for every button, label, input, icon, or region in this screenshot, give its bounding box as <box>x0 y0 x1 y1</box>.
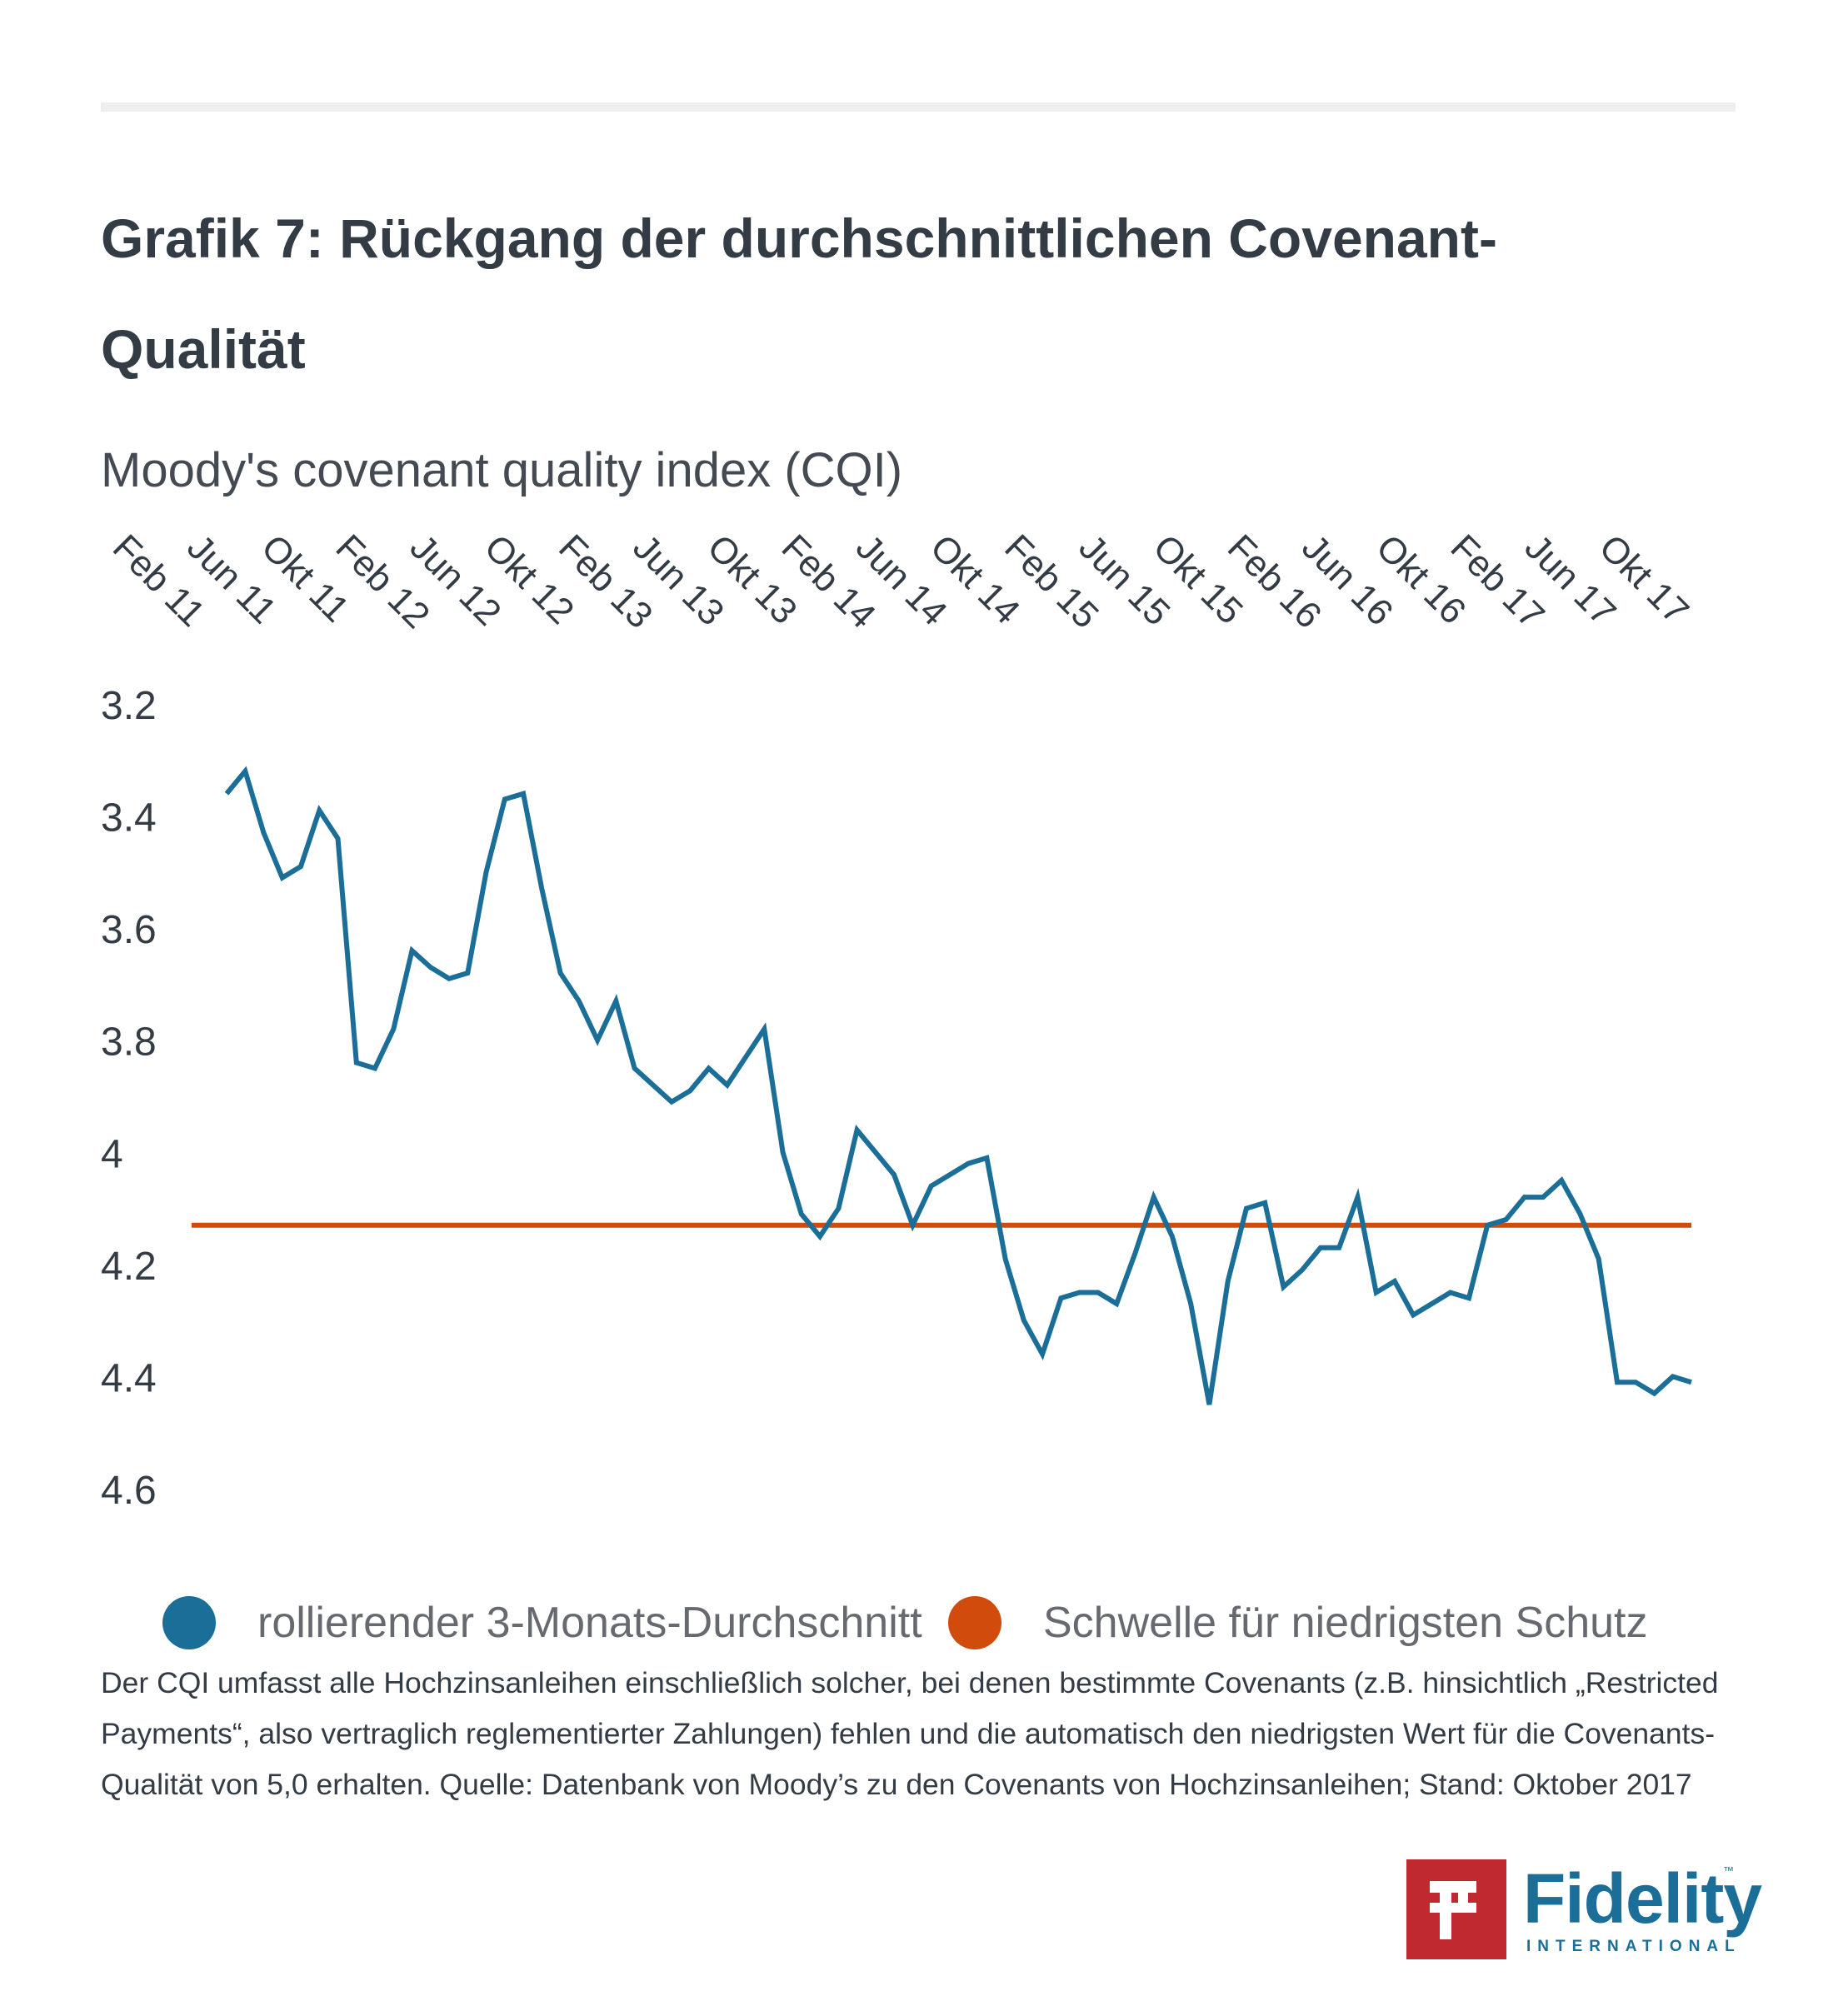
y-tick-label: 4.2 <box>101 1245 157 1289</box>
fidelity-wordmark: Fidelity <box>1523 1859 1762 1938</box>
y-tick-label: 3.8 <box>101 1020 157 1065</box>
legend-label-rolling-average: rollierender 3-Monats-Durchschnitt <box>257 1599 922 1647</box>
y-tick-label: 4 <box>101 1132 123 1176</box>
legend: rollierender 3-Monats-Durchschnitt Schwe… <box>0 1589 1833 1656</box>
legend-label-threshold: Schwelle für niedrigsten Schutz <box>1043 1599 1648 1647</box>
legend-marker-threshold <box>948 1596 1001 1649</box>
fidelity-logo-mark <box>1406 1859 1506 1959</box>
legend-item-rolling-average: rollierender 3-Monats-Durchschnitt <box>162 1589 922 1656</box>
series-layer <box>192 766 1692 1405</box>
y-tick-label: 3.4 <box>101 796 157 841</box>
legend-marker-rolling-average <box>162 1596 216 1649</box>
chart-subtitle: Moody's covenant quality index (CQI) <box>101 443 903 497</box>
footnote: Der CQI umfasst alle Hochzinsanleihen ei… <box>101 1666 1719 1801</box>
y-tick-label: 4.6 <box>101 1469 157 1513</box>
chart-title: Grafik 7: Rückgang der durchschnittliche… <box>101 207 1497 380</box>
y-tick-label: 3.2 <box>101 684 157 728</box>
y-tick-label: 4.4 <box>101 1356 157 1400</box>
y-tick-label: 3.6 <box>101 908 157 952</box>
fidelity-trademark: ™ <box>1723 1864 1734 1877</box>
y-axis-tick-labels: 3.2 3.4 3.6 3.8 4 4.2 4.4 4.6 <box>101 684 157 1513</box>
legend-item-threshold: Schwelle für niedrigsten Schutz <box>948 1589 1648 1656</box>
fidelity-logo: Fidelity INTERNATIONAL ™ <box>1406 1859 1773 1966</box>
top-divider <box>101 102 1736 112</box>
series-line-rolling-average <box>224 766 1692 1405</box>
fidelity-subline: INTERNATIONAL <box>1526 1938 1741 1955</box>
